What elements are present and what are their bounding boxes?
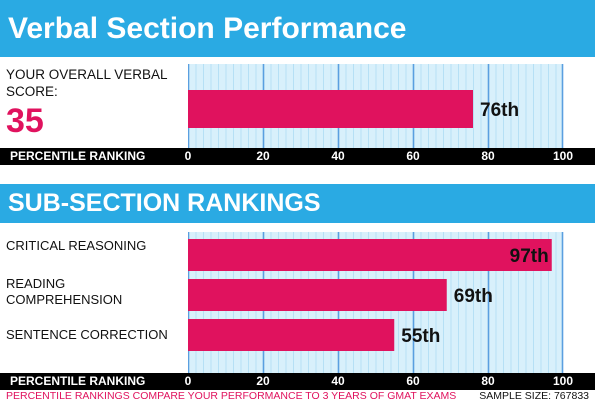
category-label-critical-reasoning: CRITICAL REASONING — [6, 238, 147, 253]
category-label-sentence-correction: SENTENCE CORRECTION — [6, 327, 168, 342]
axis-title: PERCENTILE RANKING — [10, 374, 146, 388]
data-label: 69th — [454, 286, 493, 307]
overall-percentile-chart: 76th — [188, 64, 564, 148]
subsection-percentile-axis: PERCENTILE RANKING 0 20 40 60 80 100 — [0, 373, 595, 390]
tick-label: 20 — [256, 149, 270, 163]
bar — [188, 279, 447, 311]
bar — [188, 239, 552, 271]
sample-size: SAMPLE SIZE: 767833 — [479, 390, 589, 402]
category-label-reading-comprehension: READING COMPREHENSION — [6, 276, 123, 307]
tick-label: 100 — [552, 374, 574, 388]
data-label: 55th — [401, 326, 440, 347]
tick-label: 40 — [331, 374, 345, 388]
overall-percentile-axis: PERCENTILE RANKING 0 20 40 60 80 100 — [0, 148, 595, 165]
overall-score-label: YOUR OVERALL VERBAL SCORE: — [6, 67, 168, 99]
tick-label: 20 — [256, 374, 270, 388]
data-label: 97th — [510, 246, 549, 267]
page-title: Verbal Section Performance — [0, 0, 595, 57]
subsection-percentile-chart: 97th 69th 55th — [188, 232, 564, 374]
subsection-title: SUB-SECTION RANKINGS — [0, 184, 595, 223]
tick-label: 60 — [406, 374, 420, 388]
data-label: 76th — [480, 100, 519, 121]
tick-label: 80 — [481, 149, 495, 163]
overall-score-value: 35 — [6, 102, 44, 140]
tick-label: 60 — [406, 149, 420, 163]
tick-label: 100 — [552, 149, 574, 163]
tick-label: 0 — [184, 149, 192, 163]
axis-title: PERCENTILE RANKING — [10, 149, 146, 163]
tick-label: 80 — [481, 374, 495, 388]
footer-note: PERCENTILE RANKINGS COMPARE YOUR PERFORM… — [6, 390, 457, 402]
tick-label: 0 — [184, 374, 192, 388]
tick-label: 40 — [331, 149, 345, 163]
bar — [188, 90, 473, 128]
bar — [188, 319, 395, 351]
